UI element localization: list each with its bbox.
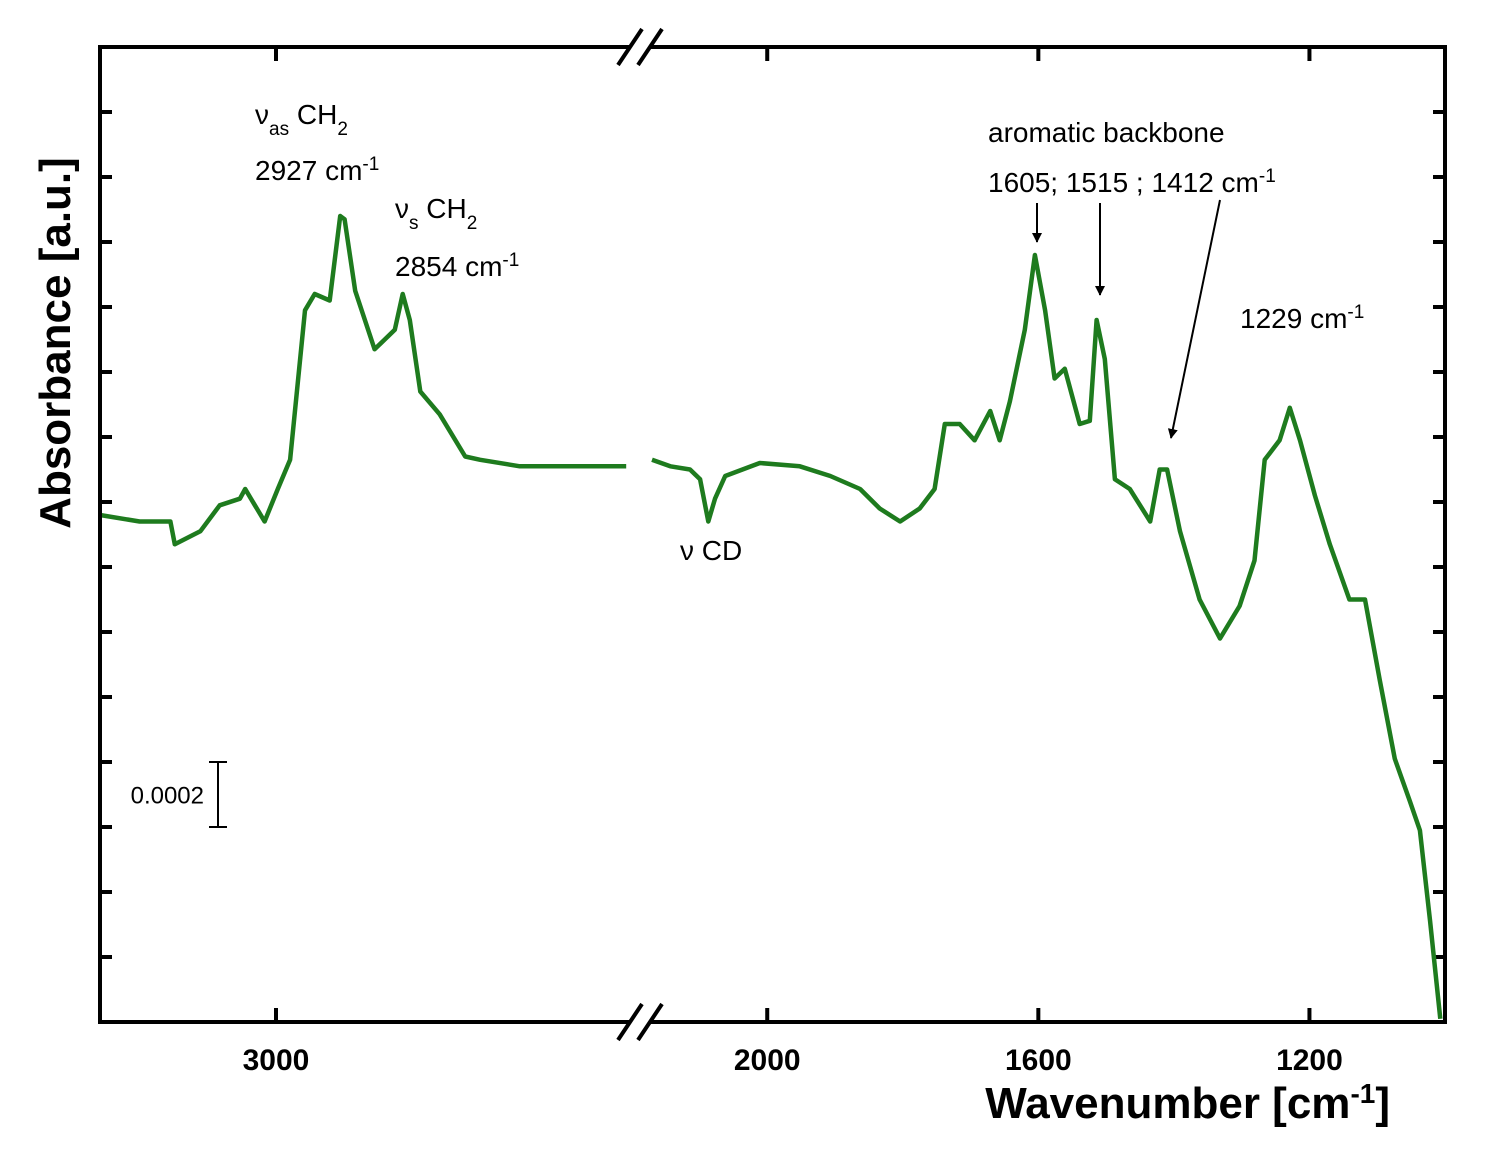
axis-break [636, 27, 664, 67]
y-axis-title: Absorbance [a.u.] [31, 157, 80, 529]
axis-break-gap [630, 1016, 650, 1028]
annotation-part: -1 [362, 154, 379, 175]
x-tick-label: 1600 [1005, 1044, 1072, 1077]
annotation-part: s [409, 213, 419, 234]
annotation: aromatic backbone [988, 117, 1225, 148]
annotation-part: ν CD [680, 535, 742, 566]
x-axis-title-part: Wavenumber [cm [985, 1079, 1350, 1128]
axis-break [636, 1002, 664, 1042]
x-axis-title: Wavenumber [cm-1] [985, 1078, 1390, 1129]
annotation: ν CD [680, 535, 742, 566]
annotation-part: -1 [1259, 166, 1276, 187]
x-axis-title-part: -1 [1350, 1078, 1375, 1109]
annotation-part: aromatic backbone [988, 117, 1225, 148]
annotation: 1229 cm-1 [1240, 302, 1364, 335]
axis-break [616, 27, 644, 67]
annotation: 2854 cm-1 [395, 250, 519, 283]
annotation: νs CH2 [395, 193, 477, 234]
annotation-part: 2854 cm [395, 251, 502, 282]
x-tick-label: 2000 [734, 1044, 801, 1077]
annotation-part: ν [395, 193, 409, 224]
annotation: 1605; 1515 ; 1412 cm-1 [988, 166, 1276, 199]
arrow [1167, 199, 1221, 439]
annotation: νas CH2 [255, 99, 348, 140]
annotation-part: CH [419, 193, 467, 224]
axis-break [616, 1002, 644, 1042]
axis-break-gap [630, 41, 650, 53]
x-tick-label: 3000 [243, 1044, 310, 1077]
spectrum-line [651, 252, 1443, 1020]
annotation-part: CH [289, 99, 337, 130]
annotation-part: -1 [502, 250, 519, 271]
annotation-part: ν [255, 99, 269, 130]
annotation-part: 2 [467, 213, 478, 234]
annotation-part: -1 [1347, 302, 1364, 323]
annotation-part: 2927 cm [255, 155, 362, 186]
x-axis-title-part: ] [1375, 1079, 1390, 1128]
scale-bar-label: 0.0002 [131, 783, 204, 810]
annotation: 2927 cm-1 [255, 154, 379, 187]
annotation-part: 1229 cm [1240, 303, 1347, 334]
spectrum-line [99, 213, 627, 547]
annotation-part: as [269, 119, 289, 140]
x-tick-label: 1200 [1276, 1044, 1343, 1077]
annotation-part: 1605; 1515 ; 1412 cm [988, 167, 1259, 198]
plot-frame [98, 45, 1447, 1024]
arrows [1032, 199, 1221, 439]
annotation-part: 2 [337, 119, 348, 140]
